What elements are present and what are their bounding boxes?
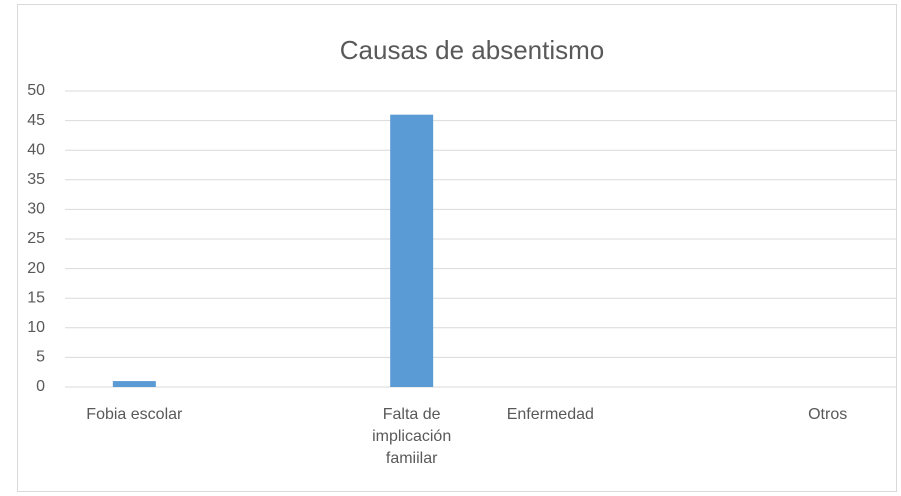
y-tick-label: 15 [27, 289, 45, 306]
y-tick-label: 45 [27, 112, 45, 129]
bar [390, 114, 434, 388]
y-tick-label: 20 [27, 260, 45, 277]
x-tick-label: Falta de implicación famiilar [372, 406, 452, 467]
x-tick-label: Fobia escolar [86, 406, 183, 423]
y-tick-label: 35 [27, 171, 45, 188]
y-tick-label: 25 [27, 230, 45, 247]
bar [112, 381, 156, 387]
chart-frame [17, 4, 897, 492]
y-tick-label: 5 [36, 349, 45, 366]
x-tick-label: Enfermedad [506, 406, 594, 423]
y-tick-label: 40 [27, 141, 45, 158]
y-tick-label: 0 [36, 378, 45, 395]
y-tick-label: 30 [27, 201, 45, 218]
y-tick-label: 50 [27, 82, 45, 99]
y-tick-label: 10 [27, 319, 45, 336]
chart-title: Causas de absentismo [340, 35, 604, 65]
x-tick-label: Otros [808, 406, 848, 423]
